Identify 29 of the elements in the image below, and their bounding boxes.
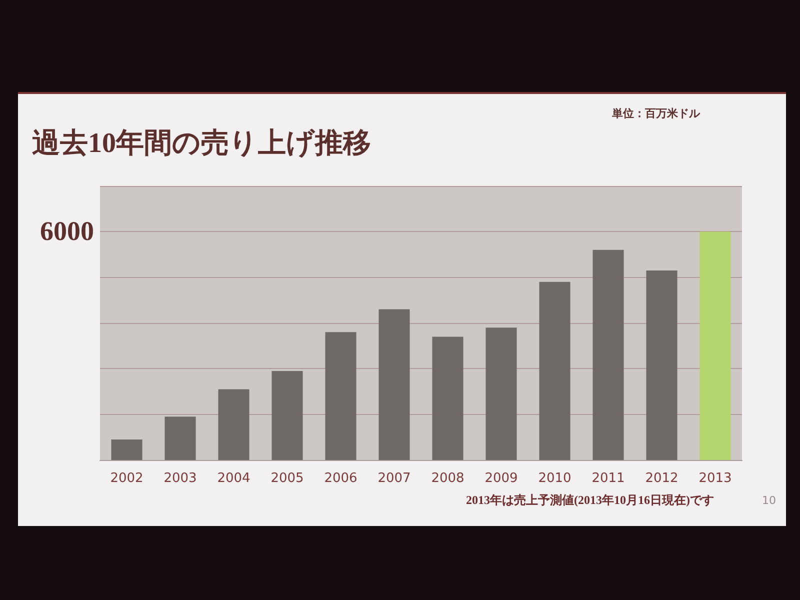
x-tick-label: 2007 [378,471,411,486]
x-tick-label: 2002 [110,471,144,486]
x-tick-label: 2013 [698,471,732,486]
bar [325,332,356,460]
x-tick-label: 2003 [164,471,197,486]
bar [700,232,731,460]
bar [111,439,142,460]
text: 6000 [40,216,94,246]
x-tick-label: 2012 [645,471,678,486]
bar [272,370,303,460]
x-tick-label: 2011 [592,471,625,486]
text: 10 [762,494,776,507]
chart-subtitle: 単位：百万米ドル [612,106,700,121]
chart-title: 過去10年間の売り上げ推移 [32,127,371,161]
x-tick-label: 2008 [431,471,464,486]
x-tick-label: 2009 [484,471,518,486]
bar [539,282,570,460]
x-tick-label: 2004 [217,471,250,486]
bar [592,250,624,460]
bar [486,328,517,460]
text: 2013年は売上予測値(2013年10月16日現在)です [466,492,714,509]
x-tick-label: 2006 [324,471,358,486]
bar [432,336,464,460]
bar [646,270,678,460]
bar [218,389,250,460]
bar [378,309,410,460]
x-tick-label: 2010 [538,471,572,486]
x-tick-label: 2005 [270,471,304,486]
bar [164,416,196,460]
